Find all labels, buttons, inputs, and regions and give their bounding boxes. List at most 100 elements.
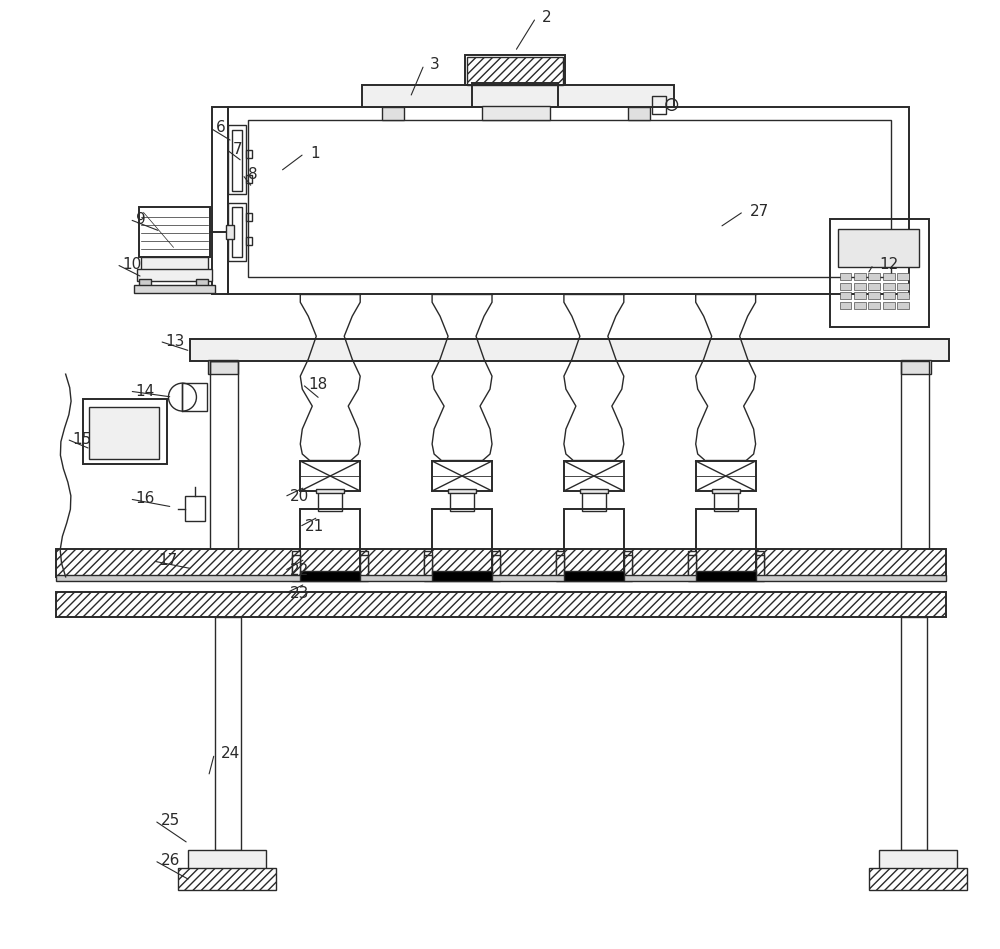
Bar bbox=[652, 96, 666, 114]
Bar bbox=[210, 362, 238, 554]
Bar bbox=[712, 489, 740, 493]
Bar bbox=[83, 400, 167, 464]
Bar bbox=[897, 292, 909, 299]
Bar bbox=[212, 106, 228, 294]
Bar bbox=[556, 555, 564, 577]
Bar bbox=[869, 868, 967, 890]
Bar bbox=[300, 509, 360, 574]
Bar bbox=[696, 509, 756, 574]
Bar bbox=[226, 225, 234, 239]
Bar bbox=[232, 129, 242, 192]
Text: 21: 21 bbox=[305, 519, 325, 534]
Bar bbox=[854, 292, 866, 299]
Bar bbox=[756, 550, 764, 581]
Bar bbox=[208, 361, 238, 374]
Bar bbox=[190, 339, 949, 362]
Bar bbox=[840, 283, 851, 289]
Bar bbox=[696, 571, 756, 581]
Bar bbox=[628, 106, 650, 120]
Bar bbox=[185, 496, 205, 521]
Bar bbox=[840, 292, 851, 299]
Bar bbox=[756, 555, 764, 577]
Bar bbox=[188, 850, 266, 870]
Text: 22: 22 bbox=[290, 564, 310, 578]
Text: 24: 24 bbox=[220, 746, 240, 761]
Bar bbox=[300, 571, 360, 581]
Bar bbox=[318, 491, 342, 511]
Bar bbox=[432, 461, 492, 491]
Bar bbox=[465, 55, 565, 84]
Bar bbox=[248, 120, 891, 277]
Bar bbox=[56, 575, 946, 581]
Bar bbox=[482, 105, 550, 120]
Bar bbox=[232, 208, 242, 257]
Bar bbox=[450, 491, 474, 511]
Bar bbox=[901, 361, 931, 374]
Bar bbox=[432, 509, 492, 574]
Bar bbox=[883, 273, 895, 280]
Bar bbox=[897, 302, 909, 308]
Bar bbox=[448, 489, 476, 493]
Text: 15: 15 bbox=[73, 432, 92, 447]
Bar bbox=[868, 283, 880, 289]
Bar bbox=[897, 273, 909, 280]
Bar bbox=[688, 555, 696, 577]
Bar bbox=[382, 106, 404, 120]
Bar bbox=[492, 555, 500, 577]
Bar bbox=[137, 270, 212, 281]
Text: 25: 25 bbox=[160, 813, 180, 828]
Text: 1: 1 bbox=[310, 146, 320, 161]
Text: 6: 6 bbox=[215, 120, 225, 135]
Bar bbox=[56, 592, 946, 617]
Bar bbox=[580, 489, 608, 493]
Bar bbox=[467, 57, 563, 84]
Text: 12: 12 bbox=[879, 257, 899, 271]
Bar bbox=[134, 286, 215, 293]
Bar bbox=[854, 273, 866, 280]
Text: 27: 27 bbox=[750, 204, 769, 219]
Bar bbox=[215, 617, 241, 850]
Bar bbox=[624, 550, 632, 581]
Bar bbox=[139, 208, 210, 257]
Bar bbox=[432, 571, 492, 581]
Text: 26: 26 bbox=[160, 853, 180, 868]
Bar bbox=[696, 461, 756, 491]
Bar bbox=[883, 302, 895, 308]
Bar bbox=[228, 124, 246, 195]
Bar bbox=[868, 273, 880, 280]
Bar bbox=[838, 230, 919, 268]
Bar bbox=[139, 279, 151, 288]
Bar bbox=[472, 83, 558, 106]
Bar bbox=[228, 203, 246, 261]
Bar bbox=[300, 461, 360, 491]
Bar bbox=[868, 302, 880, 308]
Bar bbox=[362, 84, 674, 106]
Bar bbox=[556, 550, 564, 581]
Bar bbox=[424, 550, 432, 581]
Text: 16: 16 bbox=[136, 492, 155, 507]
Bar bbox=[854, 302, 866, 308]
Bar bbox=[246, 237, 252, 246]
Bar bbox=[883, 292, 895, 299]
Bar bbox=[830, 219, 929, 327]
Text: 2: 2 bbox=[542, 10, 552, 26]
Text: 20: 20 bbox=[290, 490, 310, 505]
Bar bbox=[688, 550, 696, 581]
Bar bbox=[624, 555, 632, 577]
Bar bbox=[292, 555, 300, 577]
Text: 23: 23 bbox=[290, 586, 310, 602]
Bar bbox=[182, 383, 207, 411]
Bar bbox=[901, 617, 927, 850]
Bar bbox=[89, 407, 159, 459]
Bar bbox=[582, 491, 606, 511]
Bar bbox=[840, 302, 851, 308]
Bar bbox=[316, 489, 344, 493]
Bar bbox=[360, 555, 368, 577]
Text: 18: 18 bbox=[308, 377, 328, 392]
Bar bbox=[228, 106, 909, 294]
Bar bbox=[883, 283, 895, 289]
Text: 13: 13 bbox=[165, 334, 185, 348]
Bar bbox=[840, 273, 851, 280]
Bar bbox=[564, 571, 624, 581]
Bar bbox=[360, 550, 368, 581]
